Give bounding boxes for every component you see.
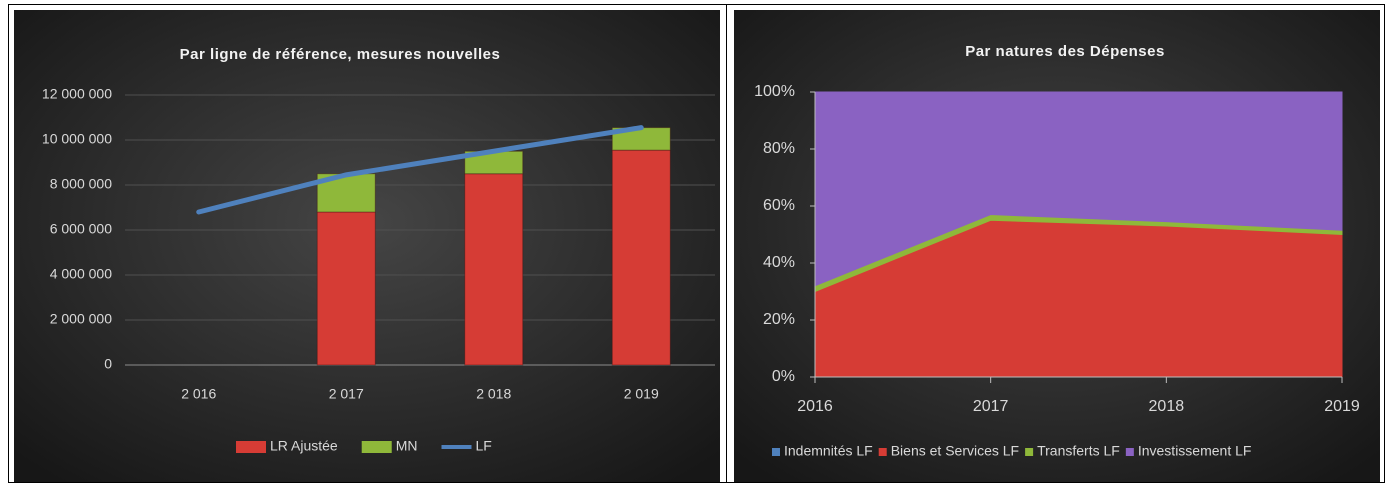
x-tick-label: 2016 [797, 398, 833, 415]
legend-marker [236, 441, 266, 453]
legend-label: LF [476, 438, 492, 454]
y-tick-label: 8 000 000 [50, 176, 112, 192]
y-tick-label: 0 [104, 356, 112, 372]
x-tick-label: 2019 [1324, 398, 1360, 415]
legend-label: Transferts LF [1037, 443, 1120, 459]
y-tick-label: 12 000 000 [42, 86, 112, 102]
y-tick-label: 40% [763, 254, 795, 271]
legend-marker [1125, 448, 1134, 456]
y-tick-label: 20% [763, 311, 795, 328]
bar-segment [611, 149, 671, 366]
x-tick-label: 2 018 [476, 386, 511, 402]
x-tick-label: 2 017 [329, 386, 364, 402]
x-tick-label: 2017 [973, 398, 1009, 415]
x-tick-label: 2 016 [181, 386, 216, 402]
chart-title: Par ligne de référence, mesures nouvelle… [180, 46, 501, 63]
legend-label: Indemnités LF [784, 443, 873, 459]
y-tick-label: 2 000 000 [50, 311, 112, 327]
legend-marker [361, 441, 392, 453]
y-tick-label: 60% [763, 197, 795, 214]
bar-segment [316, 211, 376, 366]
legend-label: Biens et Services LF [891, 443, 1019, 459]
legend-marker [1025, 448, 1034, 456]
legend-label: Investissement LF [1138, 443, 1252, 459]
x-tick-label: 2018 [1149, 398, 1185, 415]
y-tick-label: 6 000 000 [50, 221, 112, 237]
line [196, 125, 644, 215]
table-border [8, 4, 1385, 483]
legend-marker [772, 448, 780, 456]
y-tick-label: 10 000 000 [42, 131, 112, 147]
bar-segment [316, 173, 376, 213]
area [814, 91, 1343, 287]
chart-title: Par natures des Dépenses [965, 43, 1165, 60]
y-tick-label: 0% [772, 368, 795, 385]
legend-label: MN [396, 438, 418, 454]
x-tick-label: 2 019 [624, 386, 659, 402]
y-tick-label: 4 000 000 [50, 266, 112, 282]
legend-label: LR Ajustée [270, 438, 338, 454]
y-tick-label: 100% [754, 83, 795, 100]
legend-marker [878, 448, 887, 456]
bar-segment [464, 173, 524, 366]
y-tick-label: 80% [763, 140, 795, 157]
